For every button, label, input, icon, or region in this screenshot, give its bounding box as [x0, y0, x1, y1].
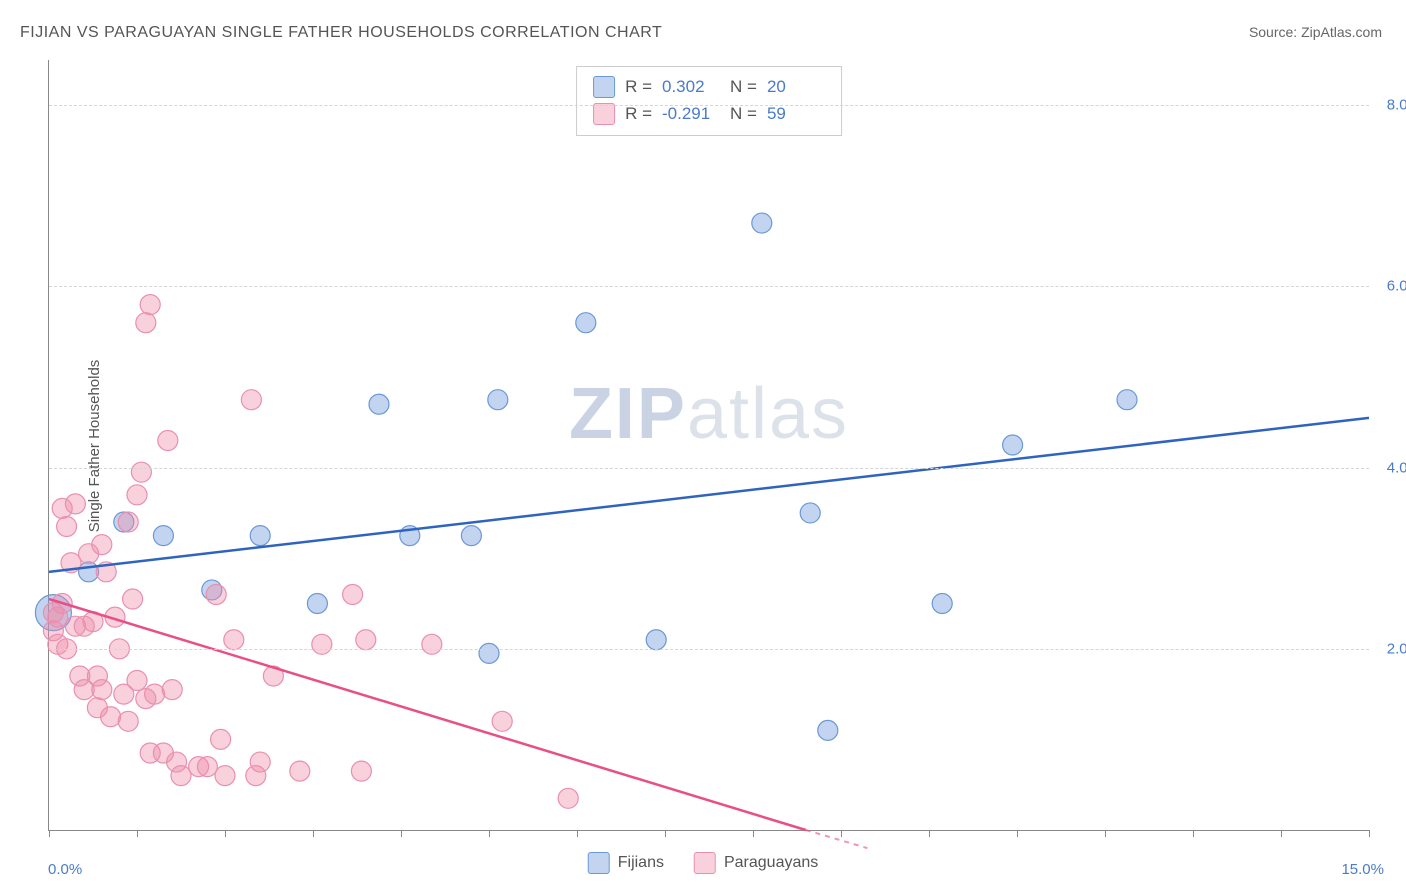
data-point-paraguayans [92, 535, 112, 555]
data-point-paraguayans [123, 589, 143, 609]
data-point-paraguayans [92, 680, 112, 700]
legend-swatch-fijians [588, 852, 610, 874]
data-point-fijians [250, 526, 270, 546]
data-point-paraguayans [140, 295, 160, 315]
x-tick [137, 830, 138, 837]
data-point-paraguayans [162, 680, 182, 700]
data-point-paraguayans [127, 485, 147, 505]
x-tick [49, 830, 50, 837]
data-point-paraguayans [136, 313, 156, 333]
x-min-label: 0.0% [48, 861, 82, 878]
data-point-paraguayans [312, 634, 332, 654]
data-point-fijians [307, 594, 327, 614]
data-point-paraguayans [250, 752, 270, 772]
trend-line-paraguayans [49, 599, 806, 830]
data-point-paraguayans [224, 630, 244, 650]
source-name: ZipAtlas.com [1301, 24, 1382, 40]
chart-title: FIJIAN VS PARAGUAYAN SINGLE FATHER HOUSE… [20, 24, 662, 42]
x-tick [1369, 830, 1370, 837]
source-attribution: Source: ZipAtlas.com [1249, 24, 1382, 40]
plot-svg [49, 60, 1369, 830]
gridline [49, 105, 1369, 106]
data-point-fijians [369, 394, 389, 414]
data-point-fijians [576, 313, 596, 333]
y-tick-label: 4.0% [1377, 459, 1406, 476]
data-point-fijians [932, 594, 952, 614]
x-tick [841, 830, 842, 837]
data-point-paraguayans [211, 729, 231, 749]
data-point-paraguayans [131, 462, 151, 482]
x-tick [1281, 830, 1282, 837]
x-tick [313, 830, 314, 837]
gridline [49, 286, 1369, 287]
data-point-paraguayans [65, 494, 85, 514]
trend-line-ext-paraguayans [806, 830, 868, 848]
data-point-fijians [153, 526, 173, 546]
data-point-fijians [488, 390, 508, 410]
x-tick [1193, 830, 1194, 837]
data-point-paraguayans [351, 761, 371, 781]
x-tick [577, 830, 578, 837]
x-tick [753, 830, 754, 837]
legend-label-fijians: Fijians [618, 854, 664, 872]
data-point-fijians [479, 643, 499, 663]
data-point-paraguayans [118, 711, 138, 731]
data-point-paraguayans [558, 788, 578, 808]
x-tick [929, 830, 930, 837]
data-point-paraguayans [158, 430, 178, 450]
legend-label-paraguayans: Paraguayans [724, 854, 818, 872]
data-point-paraguayans [118, 512, 138, 532]
y-tick-label: 8.0% [1377, 97, 1406, 114]
data-point-paraguayans [241, 390, 261, 410]
data-point-paraguayans [197, 757, 217, 777]
legend-item-paraguayans: Paraguayans [694, 852, 818, 874]
data-point-paraguayans [101, 707, 121, 727]
bottom-legend: Fijians Paraguayans [588, 852, 819, 874]
legend-swatch-paraguayans [694, 852, 716, 874]
data-point-fijians [646, 630, 666, 650]
data-point-paraguayans [57, 517, 77, 537]
gridline [49, 649, 1369, 650]
data-point-paraguayans [343, 584, 363, 604]
y-tick-label: 6.0% [1377, 278, 1406, 295]
gridline [49, 468, 1369, 469]
data-point-paraguayans [171, 766, 191, 786]
data-point-paraguayans [215, 766, 235, 786]
x-tick [401, 830, 402, 837]
x-tick [225, 830, 226, 837]
data-point-paraguayans [145, 684, 165, 704]
trend-line-fijians [49, 418, 1369, 572]
data-point-fijians [79, 562, 99, 582]
data-point-paraguayans [492, 711, 512, 731]
data-point-fijians [800, 503, 820, 523]
x-tick [665, 830, 666, 837]
legend-item-fijians: Fijians [588, 852, 664, 874]
data-point-paraguayans [206, 584, 226, 604]
data-point-paraguayans [356, 630, 376, 650]
x-tick [489, 830, 490, 837]
data-point-paraguayans [422, 634, 442, 654]
y-tick-label: 2.0% [1377, 640, 1406, 657]
x-max-label: 15.0% [1341, 861, 1384, 878]
data-point-paraguayans [127, 671, 147, 691]
data-point-fijians [1117, 390, 1137, 410]
data-point-fijians [1003, 435, 1023, 455]
x-tick [1105, 830, 1106, 837]
x-tick [1017, 830, 1018, 837]
plot-area: ZIPatlas R = 0.302 N = 20 R = -0.291 N =… [48, 60, 1369, 831]
data-point-fijians [818, 720, 838, 740]
data-point-paraguayans [290, 761, 310, 781]
source-prefix: Source: [1249, 24, 1301, 40]
data-point-fijians [461, 526, 481, 546]
data-point-fijians [752, 213, 772, 233]
